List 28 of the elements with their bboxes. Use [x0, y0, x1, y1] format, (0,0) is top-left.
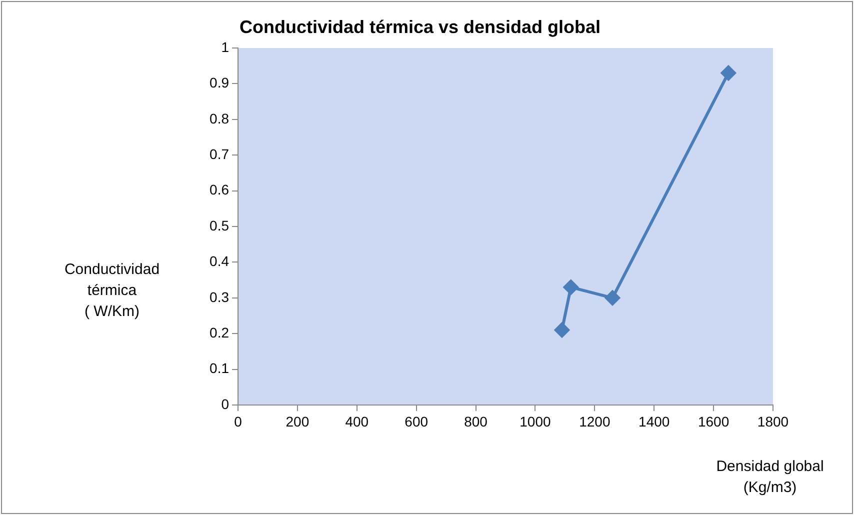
y-tick-label: 1: [221, 38, 230, 55]
x-tick-label: 1200: [579, 413, 610, 430]
x-tick-label: 0: [234, 413, 242, 430]
y-tick-label: 0.8: [210, 110, 230, 126]
y-tick-label: 0.7: [210, 146, 230, 162]
point: [554, 322, 570, 338]
x-tick-label: 1800: [757, 413, 789, 430]
x-tick-label: 1000: [520, 413, 552, 430]
x-tick-label: 200: [286, 413, 310, 430]
y-axis-title: Conductividad térmica ( W/Km): [64, 261, 160, 320]
y-tick-label: 0: [221, 396, 230, 412]
point: [563, 280, 578, 295]
y-tick-label: 0.4: [210, 253, 230, 270]
x-tick-label: 800: [464, 413, 488, 430]
x-axis-title: Densidad global (Kg/m3): [716, 458, 824, 496]
y-tick-label: 0.5: [210, 217, 230, 234]
y-tick-label: 0.2: [210, 324, 230, 340]
y-tick-label: 0.6: [210, 182, 230, 198]
x-tick-label: 1400: [638, 413, 670, 430]
y-tick-label: 0.9: [210, 74, 230, 91]
x-tick-label: 400: [345, 413, 369, 430]
point: [720, 65, 736, 80]
y-tick-label: 0.1: [210, 360, 230, 376]
point: [605, 290, 620, 306]
chart-title: Conductividad térmica vs densidad global: [239, 16, 601, 37]
y-tick-label: 0.3: [210, 288, 230, 305]
x-tick-label: 1600: [698, 413, 730, 430]
x-tick-label: 600: [404, 413, 428, 430]
